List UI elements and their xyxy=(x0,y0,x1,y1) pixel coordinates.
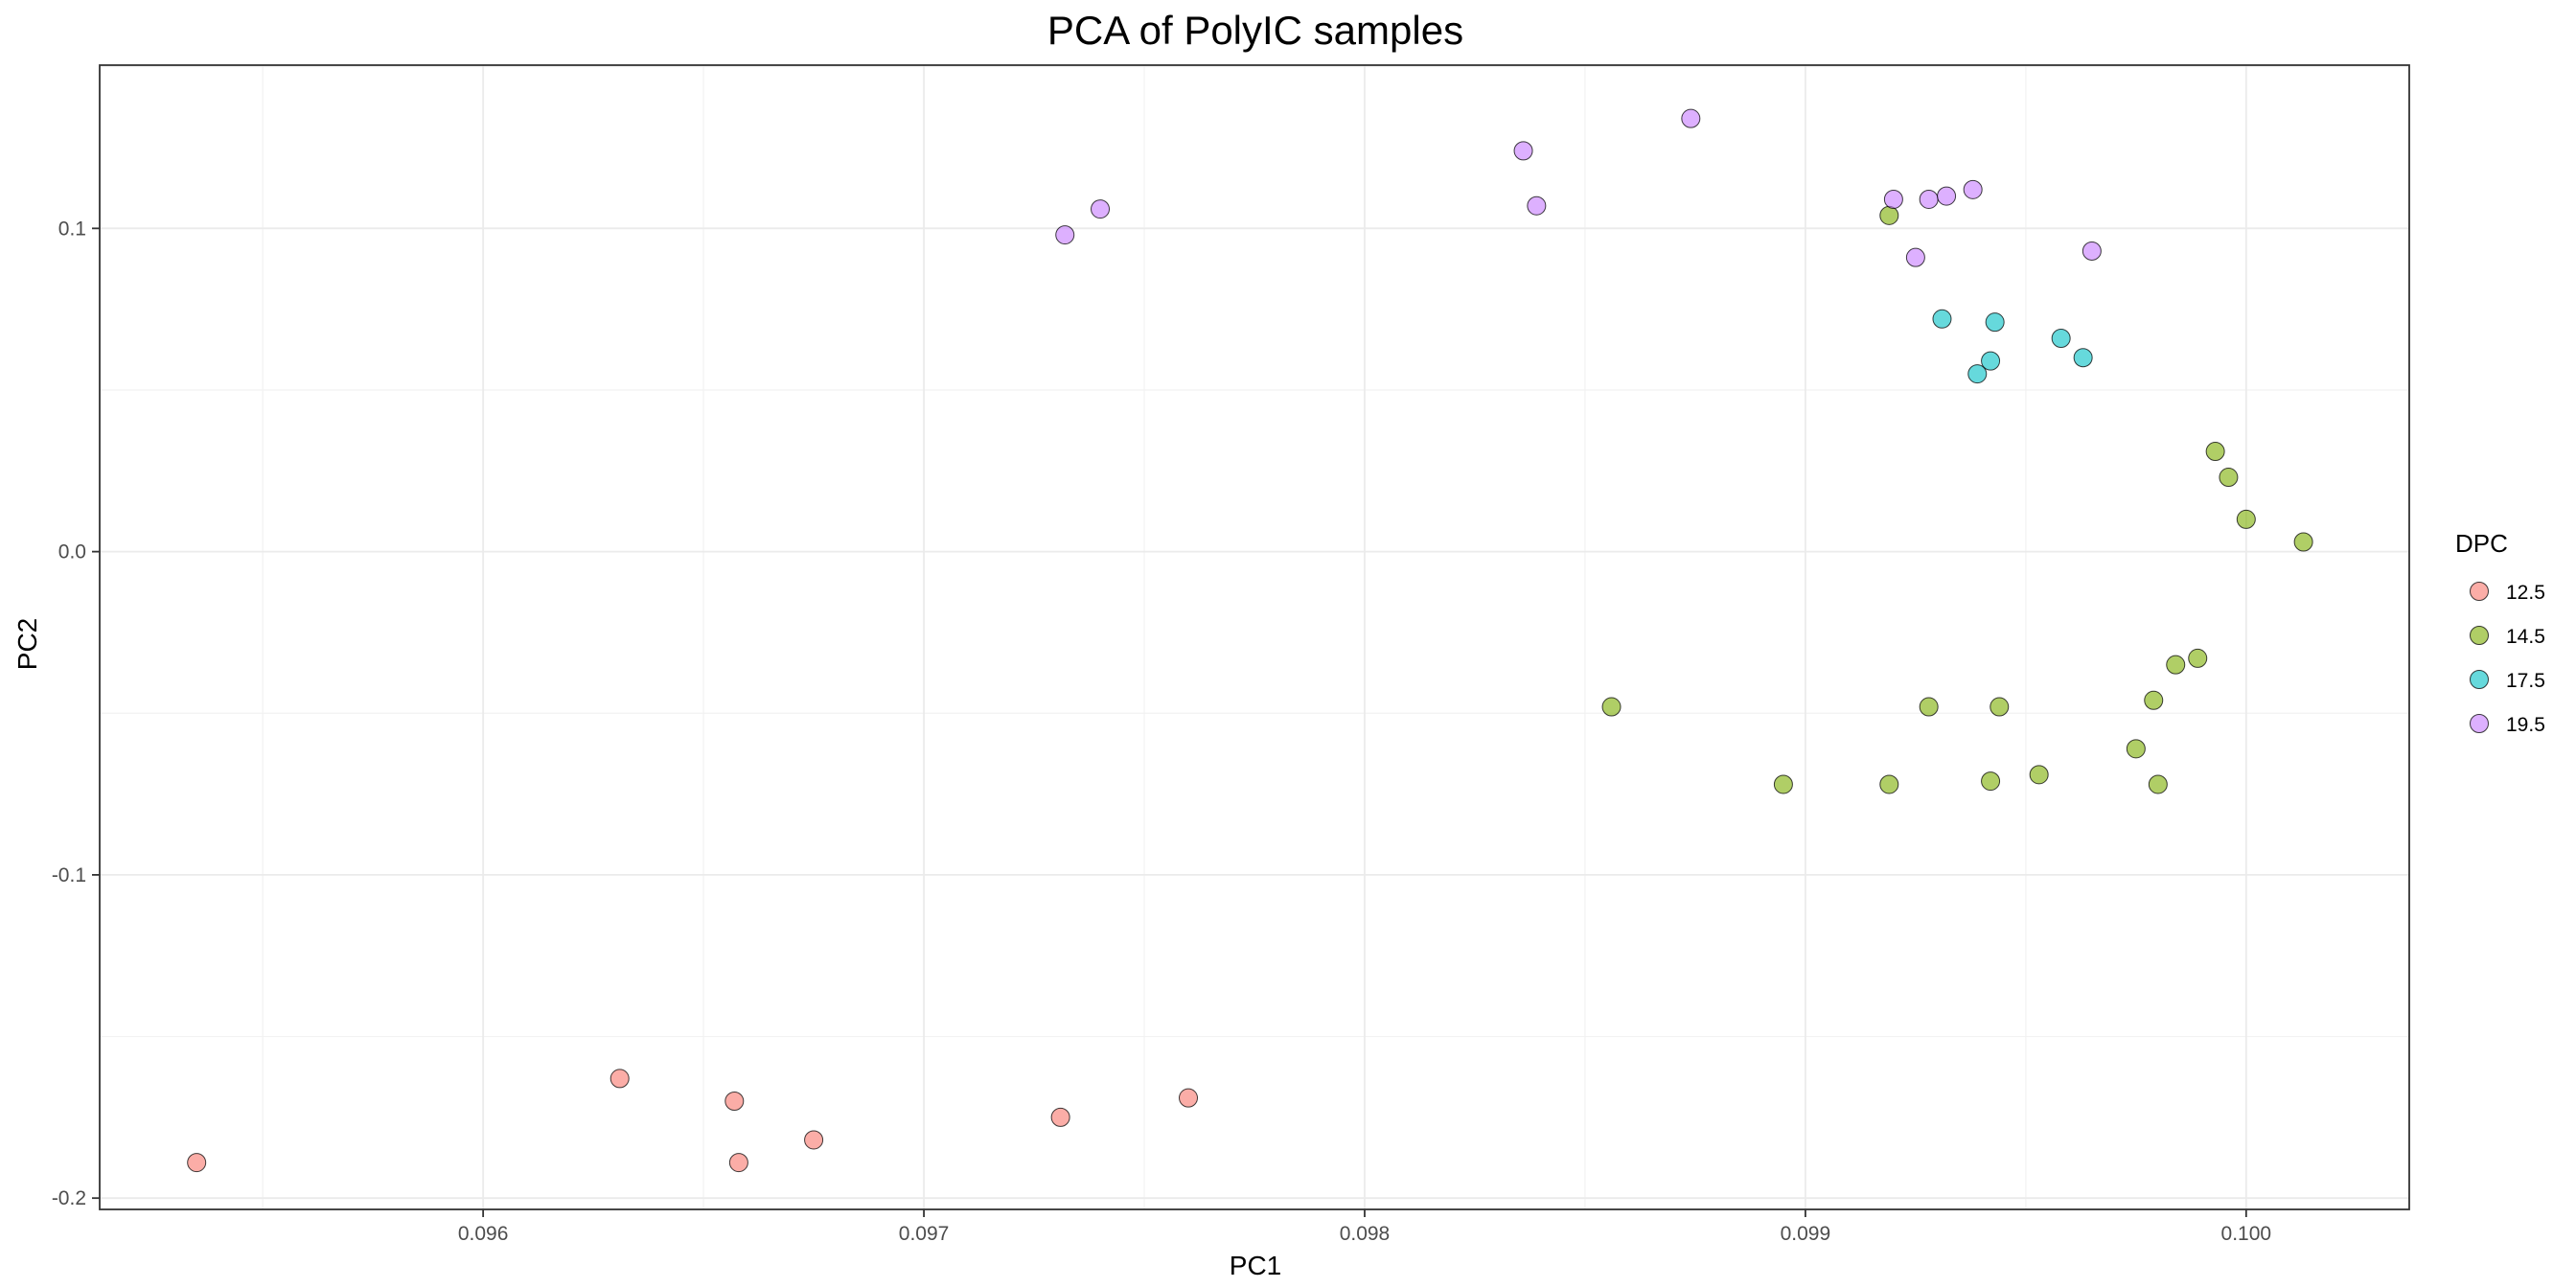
data-point xyxy=(1179,1088,1199,1108)
chart-title: PCA of PolyIC samples xyxy=(1047,8,1463,53)
legend-label: 17.5 xyxy=(2506,670,2545,692)
data-point xyxy=(610,1069,630,1089)
minor-gridlines xyxy=(100,65,2409,1209)
data-point xyxy=(1937,186,1957,206)
data-point xyxy=(1055,225,1075,245)
y-tick-label: -0.2 xyxy=(52,1187,86,1209)
data-point xyxy=(1879,205,1899,225)
data-point xyxy=(2051,329,2071,349)
data-point xyxy=(1513,141,1533,161)
x-tick-label: 0.098 xyxy=(1340,1223,1391,1245)
data-point xyxy=(187,1153,207,1173)
data-point xyxy=(728,1153,748,1173)
data-point xyxy=(1883,189,1903,209)
x-tick-label: 0.099 xyxy=(1781,1223,1831,1245)
legend-label: 12.5 xyxy=(2506,582,2545,604)
data-point xyxy=(1681,108,1701,128)
x-tick-label: 0.097 xyxy=(899,1223,950,1245)
y-tick-label: 0.1 xyxy=(58,218,86,240)
legend-key xyxy=(2470,626,2489,645)
data-point xyxy=(1981,771,2001,792)
legend: DPC 12.5 14.5 17.5 19.5 xyxy=(2455,529,2545,736)
data-point xyxy=(2126,739,2146,759)
legend-key xyxy=(2470,582,2489,601)
data-point xyxy=(2144,690,2164,710)
data-point xyxy=(2029,765,2049,785)
x-tick-label: 0.100 xyxy=(2221,1223,2272,1245)
data-point xyxy=(2205,442,2225,462)
data-point xyxy=(1773,774,1793,794)
legend-label: 14.5 xyxy=(2506,626,2545,648)
data-point xyxy=(2166,655,2186,675)
data-point xyxy=(2148,774,2168,794)
data-point xyxy=(1905,247,1925,267)
x-tick-label: 0.096 xyxy=(458,1223,509,1245)
data-point xyxy=(724,1092,745,1112)
data-point xyxy=(2236,509,2256,529)
data-point xyxy=(1091,199,1111,219)
legend-key xyxy=(2470,714,2489,733)
data-point xyxy=(1601,697,1622,717)
major-gridlines xyxy=(100,65,2409,1209)
data-point xyxy=(1527,196,1547,216)
data-point xyxy=(1879,774,1899,794)
data-point xyxy=(1932,309,1952,329)
data-point xyxy=(2073,348,2093,368)
y-axis-ticks: -0.2 -0.1 0.0 0.1 xyxy=(52,218,100,1209)
legend-title: DPC xyxy=(2455,529,2508,558)
data-point xyxy=(1050,1107,1070,1127)
data-point xyxy=(1967,364,1988,384)
data-point xyxy=(2293,532,2313,552)
data-point xyxy=(2082,241,2102,261)
data-point xyxy=(1963,179,1983,199)
legend-label: 19.5 xyxy=(2506,714,2545,736)
y-axis-title: PC2 xyxy=(12,618,42,670)
data-point xyxy=(1981,351,2001,371)
data-points xyxy=(187,108,2313,1173)
data-point xyxy=(1985,312,2005,333)
x-axis-title: PC1 xyxy=(1230,1251,1281,1280)
legend-items: 12.5 14.5 17.5 19.5 xyxy=(2470,582,2545,736)
data-point xyxy=(1990,697,2010,717)
y-tick-label: 0.0 xyxy=(58,541,86,564)
legend-key xyxy=(2470,670,2489,689)
data-point xyxy=(804,1130,824,1150)
y-tick-label: -0.1 xyxy=(52,864,86,886)
plot-panel-border xyxy=(99,64,2410,1210)
data-point xyxy=(2188,648,2208,668)
data-point xyxy=(2219,468,2239,488)
data-point xyxy=(1919,189,1939,209)
data-point xyxy=(1919,697,1939,717)
x-axis-ticks: 0.096 0.097 0.098 0.099 0.100 xyxy=(458,1209,2271,1245)
